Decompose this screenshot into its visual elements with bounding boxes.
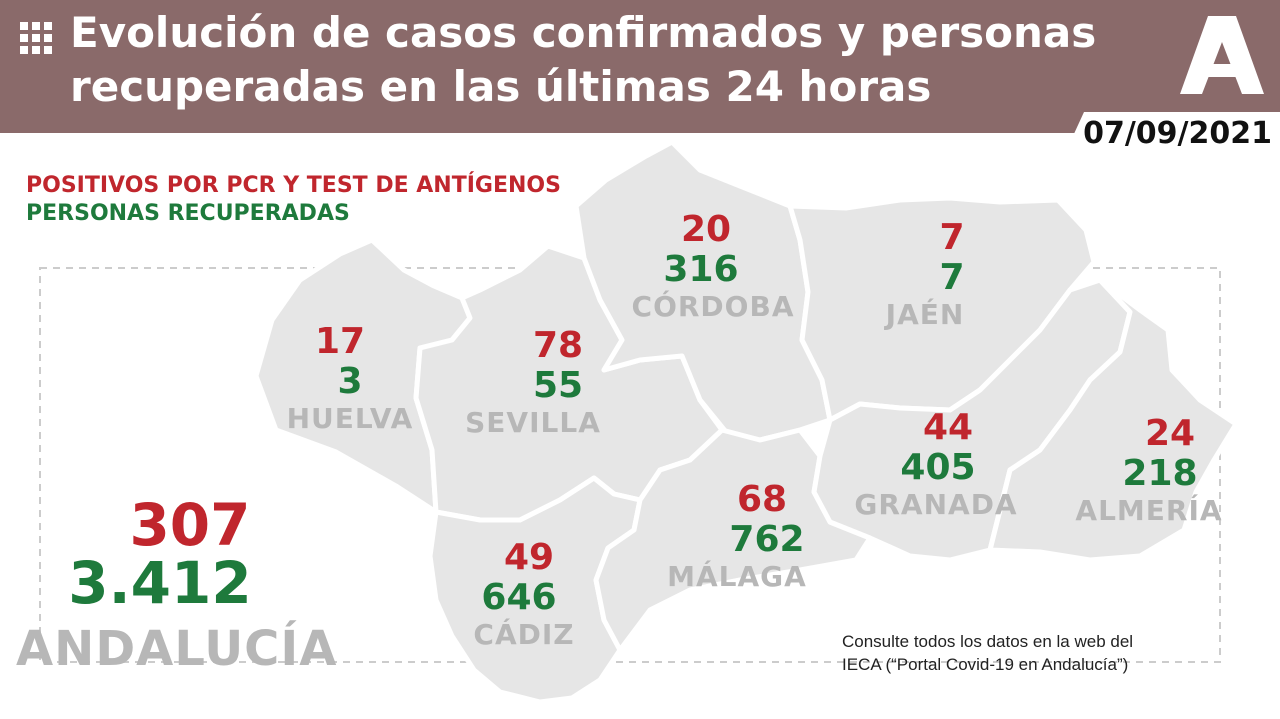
huelva-recovered: 3 xyxy=(337,361,363,402)
almeria-recovered: 218 xyxy=(1122,453,1198,494)
cordoba-positives: 20 xyxy=(680,209,732,250)
granada-recovered: 405 xyxy=(900,447,976,488)
province-almeria: 24 218 ALMERÍA xyxy=(1030,414,1230,528)
granada-positives: 44 xyxy=(922,407,974,448)
huelva-positives: 17 xyxy=(314,321,366,362)
province-malaga: 68 762 MÁLAGA xyxy=(642,480,862,594)
legend-positives: POSITIVOS POR PCR Y TEST DE ANTÍGENOS xyxy=(26,173,561,198)
cadiz-name: CÁDIZ xyxy=(473,618,575,651)
sevilla-recovered: 55 xyxy=(532,365,584,406)
cordoba-recovered: 316 xyxy=(663,249,739,290)
total-recovered: 3.412 xyxy=(68,549,252,617)
granada-name: GRANADA xyxy=(854,488,1018,521)
source-note: Consulte todos los datos en la web del I… xyxy=(842,630,1202,676)
province-cadiz: 49 646 CÁDIZ xyxy=(424,538,624,652)
total-positives: 307 xyxy=(129,491,251,559)
province-shape-almeria xyxy=(987,277,1239,563)
source-note-line-1: Consulte todos los datos en la web del xyxy=(842,632,1134,651)
malaga-name: MÁLAGA xyxy=(667,560,807,593)
cadiz-recovered: 646 xyxy=(481,577,557,618)
jaen-recovered: 7 xyxy=(939,257,965,298)
province-shape-malaga xyxy=(593,427,873,653)
cordoba-name: CÓRDOBA xyxy=(631,290,795,323)
province-cordoba: 20 316 CÓRDOBA xyxy=(606,210,806,324)
sevilla-positives: 78 xyxy=(532,325,584,366)
junta-andalucia-logo xyxy=(1180,16,1264,94)
jaen-name: JAÉN xyxy=(885,298,965,331)
report-date: 07/09/2021 xyxy=(1083,116,1272,151)
source-note-line-2: IECA (“Portal Covid-19 en Andalucía”) xyxy=(842,655,1129,674)
malaga-recovered: 762 xyxy=(729,519,805,560)
province-granada: 44 405 GRANADA xyxy=(836,408,1036,522)
jaen-positives: 7 xyxy=(939,217,965,258)
malaga-positives: 68 xyxy=(736,479,788,520)
almeria-name: ALMERÍA xyxy=(1075,494,1223,527)
page-title: Evolución de casos confirmados y persona… xyxy=(70,8,1097,111)
header-banner: Evolución de casos confirmados y persona… xyxy=(0,0,1280,133)
legend-recovered: PERSONAS RECUPERADAS xyxy=(26,201,350,226)
cadiz-positives: 49 xyxy=(503,537,555,578)
sevilla-name: SEVILLA xyxy=(465,406,601,439)
huelva-name: HUELVA xyxy=(286,402,414,435)
date-tab xyxy=(1062,112,1280,160)
province-huelva: 17 3 HUELVA xyxy=(270,322,430,436)
region-name: ANDALUCÍA xyxy=(16,621,338,677)
grid-icon xyxy=(20,22,52,54)
almeria-positives: 24 xyxy=(1144,413,1196,454)
province-jaen: 7 7 JAÉN xyxy=(852,218,1052,332)
province-sevilla: 78 55 SEVILLA xyxy=(458,326,658,440)
